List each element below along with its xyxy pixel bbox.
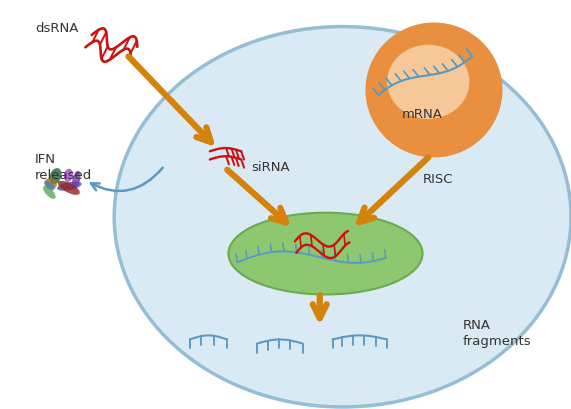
Text: dsRNA: dsRNA <box>35 22 79 35</box>
Ellipse shape <box>365 22 502 157</box>
FancyArrowPatch shape <box>91 168 163 191</box>
Text: RISC: RISC <box>423 173 453 187</box>
Ellipse shape <box>64 169 73 182</box>
Text: RNA
fragments: RNA fragments <box>463 319 531 348</box>
Ellipse shape <box>50 168 62 184</box>
Text: siRNA: siRNA <box>251 161 290 174</box>
Text: IFN
released: IFN released <box>34 153 91 182</box>
Ellipse shape <box>58 181 80 195</box>
Ellipse shape <box>114 27 571 407</box>
Ellipse shape <box>57 182 82 191</box>
Ellipse shape <box>43 186 55 199</box>
Ellipse shape <box>387 45 469 119</box>
Ellipse shape <box>228 213 423 294</box>
Ellipse shape <box>72 171 81 188</box>
Ellipse shape <box>45 178 57 189</box>
Text: mRNA: mRNA <box>402 108 443 121</box>
Ellipse shape <box>45 181 55 190</box>
